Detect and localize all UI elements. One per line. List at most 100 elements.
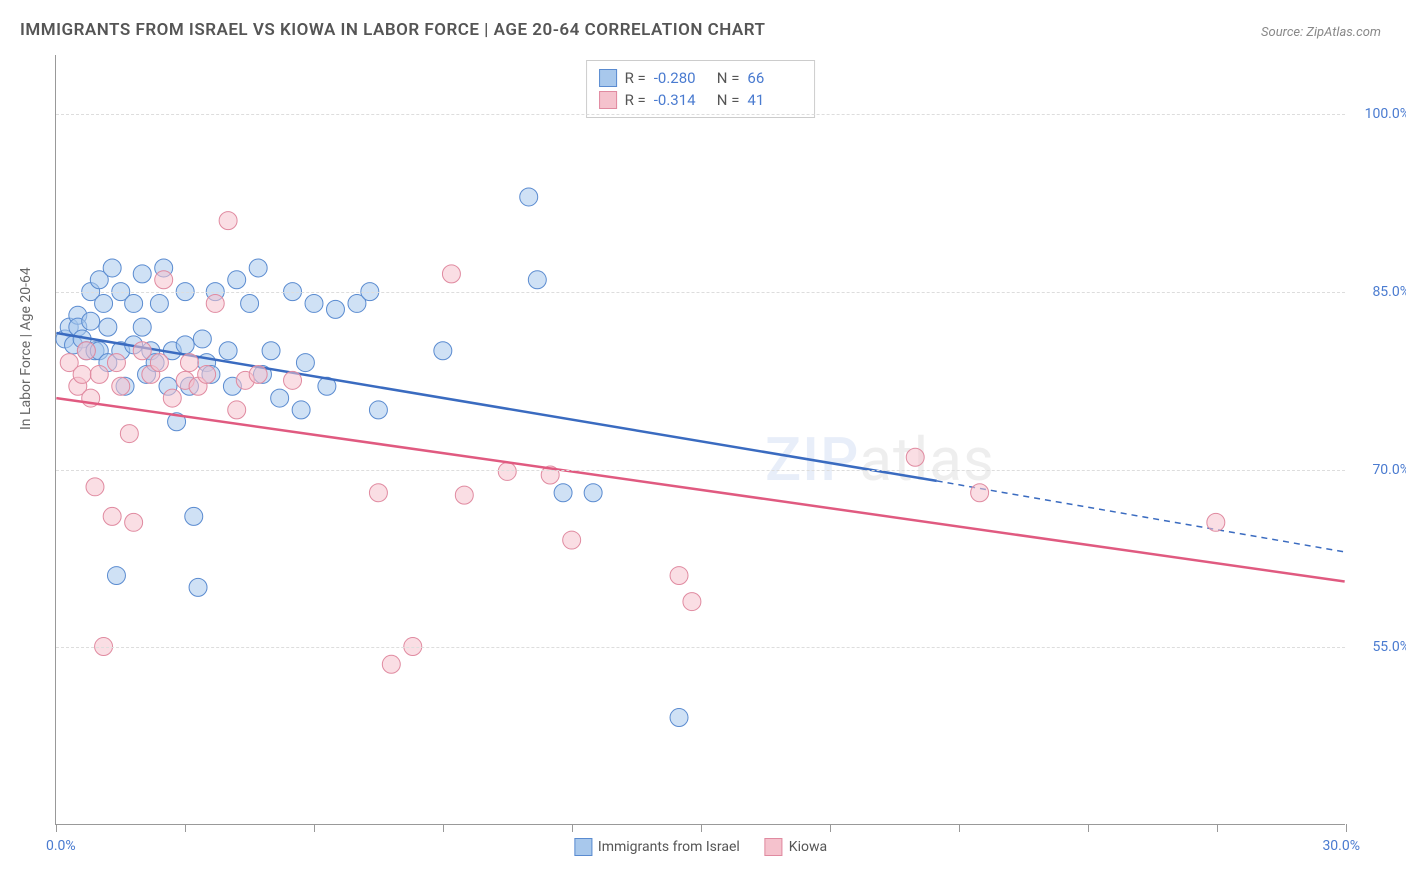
data-point bbox=[95, 294, 113, 312]
data-point bbox=[284, 371, 302, 389]
correlation-legend: R = -0.280 N = 66 R = -0.314 N = 41 bbox=[586, 60, 816, 118]
legend-n-value-2: 41 bbox=[747, 91, 802, 109]
data-point bbox=[520, 188, 538, 206]
swatch-series-2 bbox=[599, 91, 617, 109]
legend-n-label-1: N = bbox=[717, 69, 740, 87]
data-point bbox=[528, 271, 546, 289]
plot-area: ZIPatlas R = -0.280 N = 66 R = -0.314 N … bbox=[55, 55, 1345, 825]
data-point bbox=[219, 342, 237, 360]
data-point bbox=[228, 401, 246, 419]
x-axis-tick bbox=[572, 824, 573, 832]
data-point bbox=[262, 342, 280, 360]
x-axis-max-label: 30.0% bbox=[1322, 838, 1360, 854]
data-point bbox=[90, 365, 108, 383]
data-point bbox=[296, 354, 314, 372]
gridline-h bbox=[56, 647, 1345, 648]
x-axis-tick bbox=[314, 824, 315, 832]
data-point bbox=[906, 448, 924, 466]
data-point bbox=[133, 265, 151, 283]
legend-n-label-2: N = bbox=[717, 91, 740, 109]
y-axis-title: In Labor Force | Age 20-64 bbox=[18, 267, 34, 430]
data-point bbox=[455, 486, 473, 504]
data-point bbox=[133, 318, 151, 336]
x-axis-tick bbox=[701, 824, 702, 832]
data-point bbox=[99, 318, 117, 336]
x-axis-tick bbox=[56, 824, 57, 832]
data-point bbox=[150, 354, 168, 372]
data-point bbox=[670, 709, 688, 727]
x-axis-min-label: 0.0% bbox=[46, 838, 76, 854]
data-point bbox=[434, 342, 452, 360]
data-point bbox=[219, 212, 237, 230]
chart-title: IMMIGRANTS FROM ISRAEL VS KIOWA IN LABOR… bbox=[20, 20, 765, 40]
legend-n-value-1: 66 bbox=[747, 69, 802, 87]
data-point bbox=[584, 484, 602, 502]
y-axis-tick-label: 100.0% bbox=[1365, 106, 1406, 122]
data-point bbox=[971, 484, 989, 502]
data-point bbox=[683, 593, 701, 611]
data-point bbox=[155, 271, 173, 289]
data-point bbox=[185, 507, 203, 525]
data-point bbox=[1207, 513, 1225, 531]
data-point bbox=[326, 300, 344, 318]
data-point bbox=[670, 567, 688, 585]
legend-r-label-2: R = bbox=[625, 91, 646, 109]
x-axis-tick bbox=[1217, 824, 1218, 832]
data-point bbox=[198, 365, 216, 383]
y-axis-tick-label: 55.0% bbox=[1372, 639, 1406, 655]
data-point bbox=[206, 294, 224, 312]
legend-row-1: R = -0.280 N = 66 bbox=[599, 67, 803, 89]
source-label: Source: ZipAtlas.com bbox=[1261, 25, 1381, 40]
data-point bbox=[86, 478, 104, 496]
y-axis-tick-label: 85.0% bbox=[1372, 284, 1406, 300]
x-axis-tick bbox=[443, 824, 444, 832]
data-point bbox=[77, 342, 95, 360]
data-point bbox=[193, 330, 211, 348]
data-point bbox=[82, 312, 100, 330]
legend-r-value-2: -0.314 bbox=[654, 91, 709, 109]
series-swatch-2 bbox=[765, 838, 783, 856]
legend-r-value-1: -0.280 bbox=[654, 69, 709, 87]
x-axis-tick bbox=[1346, 824, 1347, 832]
gridline-h bbox=[56, 114, 1345, 115]
x-axis-tick bbox=[185, 824, 186, 832]
trend-line-extrapolated bbox=[937, 481, 1345, 552]
data-point bbox=[150, 294, 168, 312]
data-point bbox=[103, 259, 121, 277]
data-point bbox=[228, 271, 246, 289]
data-point bbox=[249, 259, 267, 277]
plot-svg bbox=[56, 55, 1345, 824]
gridline-h bbox=[56, 470, 1345, 471]
data-point bbox=[112, 377, 130, 395]
data-point bbox=[120, 425, 138, 443]
y-axis-tick-label: 70.0% bbox=[1372, 462, 1406, 478]
data-point bbox=[442, 265, 460, 283]
series-swatch-1 bbox=[574, 838, 592, 856]
x-axis-tick bbox=[959, 824, 960, 832]
swatch-series-1 bbox=[599, 69, 617, 87]
data-point bbox=[189, 578, 207, 596]
series-legend-item-2: Kiowa bbox=[765, 838, 827, 856]
data-point bbox=[305, 294, 323, 312]
data-point bbox=[180, 354, 198, 372]
data-point bbox=[103, 507, 121, 525]
data-point bbox=[292, 401, 310, 419]
data-point bbox=[369, 401, 387, 419]
data-point bbox=[125, 294, 143, 312]
trend-line bbox=[56, 398, 1344, 581]
gridline-h bbox=[56, 292, 1345, 293]
series-legend-item-1: Immigrants from Israel bbox=[574, 838, 740, 856]
data-point bbox=[163, 389, 181, 407]
legend-r-label-1: R = bbox=[625, 69, 646, 87]
data-point bbox=[107, 354, 125, 372]
series-legend: Immigrants from Israel Kiowa bbox=[574, 838, 827, 856]
data-point bbox=[498, 462, 516, 480]
chart-container: IMMIGRANTS FROM ISRAEL VS KIOWA IN LABOR… bbox=[0, 0, 1406, 892]
data-point bbox=[369, 484, 387, 502]
data-point bbox=[554, 484, 572, 502]
legend-row-2: R = -0.314 N = 41 bbox=[599, 89, 803, 111]
data-point bbox=[125, 513, 143, 531]
data-point bbox=[133, 342, 151, 360]
data-point bbox=[176, 336, 194, 354]
data-point bbox=[73, 365, 91, 383]
